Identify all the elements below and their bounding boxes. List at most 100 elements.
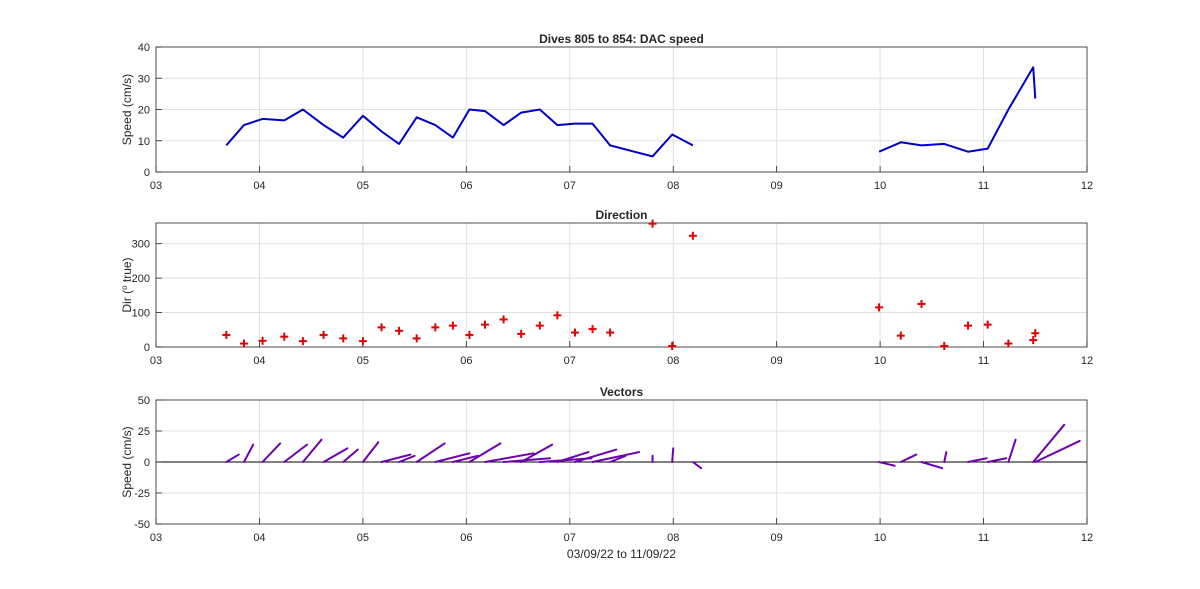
x-tick-label: 06 xyxy=(460,532,472,544)
direction-point xyxy=(535,321,544,330)
direction-point xyxy=(553,311,562,320)
x-tick-label: 06 xyxy=(460,355,472,367)
direction-point xyxy=(258,336,267,345)
x-tick-label: 08 xyxy=(667,532,679,544)
direction-ylabel-suffix: true) xyxy=(120,257,134,285)
vectors-sticks xyxy=(225,423,1081,470)
vector-stick xyxy=(242,443,255,463)
speed-ticks: 03 04 05 06 07 08 09 10 11 12 0 10 20 30 40 xyxy=(138,42,1093,192)
vector-stick xyxy=(899,453,918,463)
x-tick-label: 07 xyxy=(564,180,576,192)
vector-stick xyxy=(920,461,944,470)
x-tick-label: 12 xyxy=(1081,355,1093,367)
vector-stick xyxy=(283,443,309,463)
direction-point xyxy=(499,315,508,324)
direction-grid xyxy=(155,223,1088,348)
direction-markers xyxy=(222,219,1040,350)
x-tick-label: 04 xyxy=(253,180,265,192)
direction-ylabel-prefix: Dir ( xyxy=(120,290,134,313)
direction-ylabel-degree: o xyxy=(120,285,129,290)
vector-stick xyxy=(967,457,988,463)
vector-stick xyxy=(556,451,590,463)
x-tick-label: 09 xyxy=(771,355,783,367)
direction-point xyxy=(648,219,657,228)
x-tick-label: 11 xyxy=(978,532,989,544)
vector-stick xyxy=(225,453,240,463)
x-tick-label: 09 xyxy=(771,180,783,192)
y-tick-label: 100 xyxy=(132,308,150,320)
y-tick-label: 200 xyxy=(132,273,150,285)
direction-point xyxy=(570,328,579,337)
x-tick-label: 12 xyxy=(1081,180,1093,192)
y-tick-label: 50 xyxy=(138,395,150,407)
vectors-ticks: 03 04 05 06 07 08 09 10 11 12 -50 -25 0 25 50 xyxy=(134,395,1093,544)
direction-ticks: 03 04 05 06 07 08 09 10 11 12 0 100 200 300 xyxy=(132,239,1093,367)
speed-series xyxy=(225,66,1037,158)
direction-point xyxy=(896,331,905,340)
vector-stick xyxy=(609,454,627,463)
x-tick-label: 04 xyxy=(253,532,265,544)
y-tick-label: 40 xyxy=(138,42,150,54)
direction-point xyxy=(298,337,307,346)
y-tick-label: 20 xyxy=(138,105,150,117)
direction-point xyxy=(339,334,348,343)
vector-stick xyxy=(1034,439,1081,463)
vector-stick xyxy=(986,457,1008,463)
x-tick-label: 10 xyxy=(874,180,886,192)
x-tick-label: 11 xyxy=(978,180,989,192)
x-tick-label: 06 xyxy=(460,180,472,192)
x-tick-label: 05 xyxy=(357,532,369,544)
direction-point xyxy=(983,320,992,329)
speed-grid xyxy=(155,46,1088,173)
x-tick-label: 05 xyxy=(357,355,369,367)
y-tick-label: -50 xyxy=(134,519,150,531)
direction-point xyxy=(875,303,884,312)
direction-axes-box xyxy=(155,222,1088,348)
speed-line-segment xyxy=(878,66,1037,153)
vector-stick xyxy=(1007,438,1017,463)
vectors-ylabel: Speed (cm/s) xyxy=(120,426,134,497)
direction-ylabel: Dir (o true) xyxy=(120,257,135,312)
direction-point xyxy=(465,330,474,339)
y-tick-label: 10 xyxy=(138,136,150,148)
x-tick-label: 11 xyxy=(978,355,989,367)
direction-point xyxy=(448,321,457,330)
x-tick-label: 07 xyxy=(564,355,576,367)
vector-stick xyxy=(691,461,703,470)
vector-stick xyxy=(322,447,349,463)
vectors-xlabel: 03/09/22 to 11/09/22 xyxy=(567,547,677,561)
vector-stick xyxy=(342,448,359,463)
speed-line-segment xyxy=(225,108,694,158)
vector-stick xyxy=(502,457,552,463)
direction-point xyxy=(940,341,949,350)
vectors-grid xyxy=(155,399,1088,525)
x-tick-label: 03 xyxy=(150,532,162,544)
vector-stick xyxy=(1032,423,1066,463)
vectors-title: Vectors xyxy=(600,385,644,399)
y-tick-label: 30 xyxy=(138,73,150,85)
direction-point xyxy=(1004,339,1013,348)
vector-stick xyxy=(415,442,446,463)
vector-stick xyxy=(451,454,479,463)
x-tick-label: 07 xyxy=(564,532,576,544)
direction-point xyxy=(431,323,440,332)
direction-point xyxy=(377,323,386,332)
direction-point xyxy=(319,330,328,339)
y-tick-label: 0 xyxy=(144,457,150,469)
x-tick-label: 03 xyxy=(150,355,162,367)
vector-stick xyxy=(434,452,471,463)
y-tick-label: 0 xyxy=(144,342,150,354)
direction-title: Direction xyxy=(595,208,647,222)
x-tick-label: 12 xyxy=(1081,532,1093,544)
x-tick-label: 10 xyxy=(874,355,886,367)
direction-panel: 03 04 05 06 07 08 09 10 11 12 0 100 200 300 Direction… xyxy=(120,208,1094,367)
y-tick-label: 0 xyxy=(144,167,150,179)
y-tick-label: 25 xyxy=(138,426,150,438)
speed-title: Dives 805 to 854: DAC speed xyxy=(539,32,704,46)
direction-point xyxy=(588,325,597,334)
vector-stick xyxy=(671,447,675,463)
direction-point xyxy=(280,332,289,341)
vector-stick xyxy=(468,442,502,463)
vector-stick xyxy=(591,451,641,463)
vector-stick xyxy=(301,438,323,463)
